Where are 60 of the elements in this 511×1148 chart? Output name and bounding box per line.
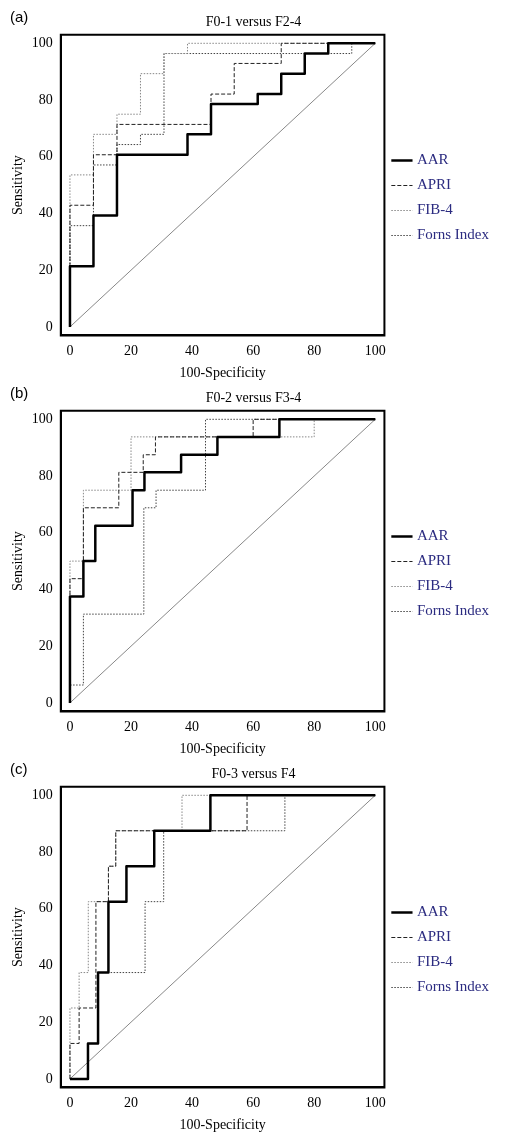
y-tick-label: 100 bbox=[31, 786, 53, 802]
y-tick-label: 80 bbox=[38, 843, 53, 859]
legend-label: APRI bbox=[416, 552, 452, 569]
legend-label: APRI bbox=[416, 176, 452, 193]
x-tick-label: 80 bbox=[307, 343, 322, 359]
y-tick-label: 20 bbox=[38, 1013, 53, 1029]
x-tick-label: 80 bbox=[307, 719, 322, 735]
x-tick-label: 20 bbox=[124, 1095, 139, 1111]
text: (c) bbox=[10, 760, 28, 777]
legend-label: FIB-4 bbox=[416, 201, 454, 218]
legend-label: APRI bbox=[416, 928, 452, 945]
x-tick-label: 60 bbox=[246, 719, 261, 735]
y-tick-label: 40 bbox=[38, 957, 53, 973]
x-tick-label: 60 bbox=[246, 343, 261, 359]
y-tick-label: 0 bbox=[45, 1070, 53, 1086]
y-tick-label: 40 bbox=[38, 581, 53, 597]
x-tick-label: 80 bbox=[307, 1095, 322, 1111]
legend-label: FIB-4 bbox=[416, 953, 454, 970]
x-tick-label: 100 bbox=[364, 719, 386, 735]
x-tick-label: 20 bbox=[124, 343, 139, 359]
y-tick-label: 20 bbox=[38, 637, 53, 653]
x-tick-label: 0 bbox=[66, 1095, 74, 1111]
y-tick-label: 20 bbox=[38, 261, 53, 277]
x-axis-title: 100-Specificity bbox=[179, 741, 266, 757]
x-axis-title: 100-Specificity bbox=[179, 1117, 266, 1133]
x-tick-label: 0 bbox=[66, 719, 74, 735]
x-tick-label: 20 bbox=[124, 719, 139, 735]
x-tick-label: 60 bbox=[246, 1095, 261, 1111]
y-tick-label: 0 bbox=[45, 694, 53, 710]
text: (a) bbox=[10, 8, 29, 25]
y-tick-label: 100 bbox=[31, 34, 53, 50]
text: (b) bbox=[10, 384, 29, 401]
y-axis-title: Sensitivity bbox=[10, 155, 26, 216]
y-tick-label: 40 bbox=[38, 205, 53, 221]
chart-title: F0-1 versus F2-4 bbox=[205, 14, 302, 30]
y-tick-label: 80 bbox=[38, 467, 53, 483]
legend-label: Forns Index bbox=[416, 226, 490, 243]
chart-title: F0-3 versus F4 bbox=[211, 766, 296, 782]
x-tick-label: 0 bbox=[66, 343, 74, 359]
legend-label: Forns Index bbox=[416, 978, 490, 995]
legend-label: FIB-4 bbox=[416, 577, 454, 594]
y-axis-title: Sensitivity bbox=[10, 531, 26, 592]
legend-label: AAR bbox=[416, 151, 449, 168]
x-axis-title: 100-Specificity bbox=[179, 365, 266, 381]
x-tick-label: 40 bbox=[185, 719, 200, 735]
legend-label: Forns Index bbox=[416, 602, 490, 619]
legend-label: AAR bbox=[416, 903, 449, 920]
chart-title: F0-2 versus F3-4 bbox=[205, 390, 302, 406]
y-tick-label: 60 bbox=[38, 148, 53, 164]
x-tick-label: 100 bbox=[364, 343, 386, 359]
y-axis-title: Sensitivity bbox=[10, 907, 26, 968]
y-tick-label: 100 bbox=[31, 410, 53, 426]
x-tick-label: 40 bbox=[185, 343, 200, 359]
y-tick-label: 0 bbox=[45, 318, 53, 334]
legend-label: AAR bbox=[416, 527, 449, 544]
x-tick-label: 40 bbox=[185, 1095, 200, 1111]
y-tick-label: 60 bbox=[38, 900, 53, 916]
x-tick-label: 100 bbox=[364, 1095, 386, 1111]
y-tick-label: 60 bbox=[38, 524, 53, 540]
y-tick-label: 80 bbox=[38, 91, 53, 107]
